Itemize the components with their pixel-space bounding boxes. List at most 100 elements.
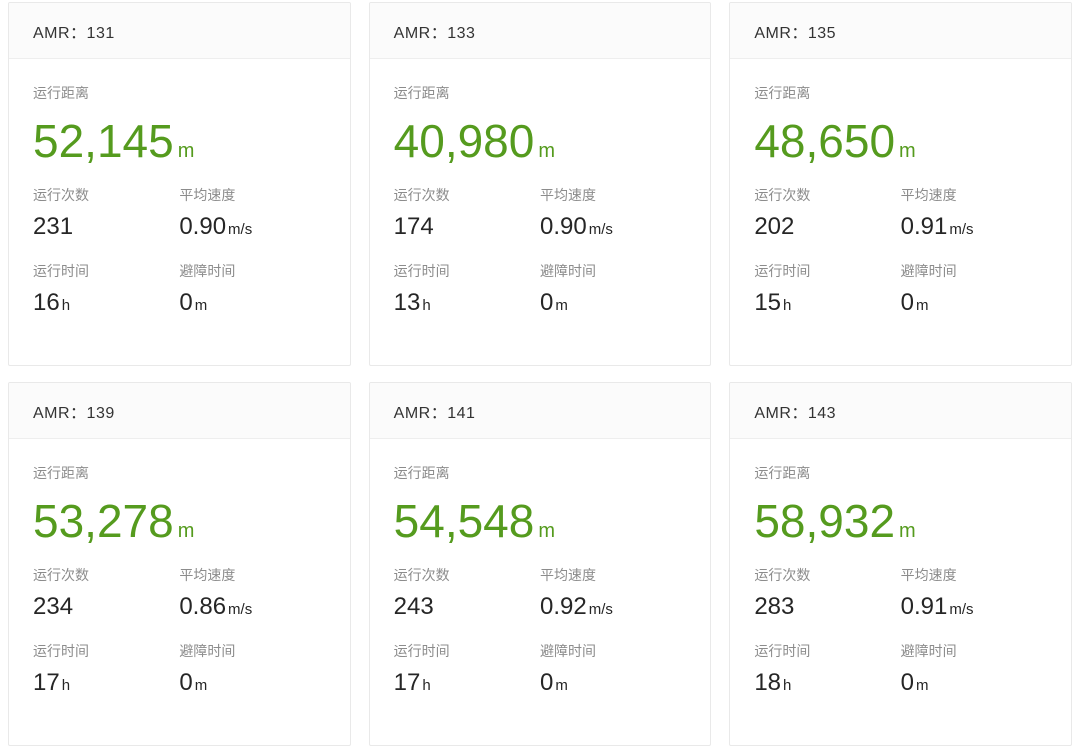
count-speed-row: 运行次数 202 平均速度 0.91 m/s <box>754 185 1047 257</box>
run-time-stat: 运行时间 15 h <box>754 261 900 333</box>
count-speed-row: 运行次数 174 平均速度 0.90 m/s <box>394 185 687 257</box>
avg-speed-value: 0.92 m/s <box>540 593 686 621</box>
count-speed-row: 运行次数 283 平均速度 0.91 m/s <box>754 565 1047 637</box>
avoid-time-unit: m <box>194 297 208 314</box>
distance-unit: m <box>177 140 195 162</box>
count-value: 231 <box>33 213 179 241</box>
count-stat: 运行次数 202 <box>754 185 900 257</box>
count-stat: 运行次数 231 <box>33 185 179 257</box>
avg-speed-number: 0.91 <box>900 213 948 240</box>
avg-speed-number: 0.86 <box>179 593 227 620</box>
run-time-label: 运行时间 <box>754 263 811 279</box>
avoid-time-number: 0 <box>179 289 193 316</box>
avoid-time-unit: m <box>194 677 208 694</box>
run-time-value: 18 h <box>754 669 900 697</box>
avoid-time-number: 0 <box>539 669 554 696</box>
distance-unit: m <box>177 520 195 542</box>
avg-speed-value: 0.86 m/s <box>179 593 325 621</box>
avg-speed-unit: m/s <box>949 601 974 618</box>
distance-stat: 53,278 m <box>33 495 326 547</box>
avoid-time-unit: m <box>916 297 929 314</box>
count-stat: 运行次数 283 <box>754 565 900 637</box>
count-label: 运行次数 <box>393 187 450 203</box>
avoid-time-label: 避障时间 <box>900 643 957 659</box>
count-label: 运行次数 <box>754 567 811 583</box>
count-value: 283 <box>754 593 900 621</box>
count-speed-row: 运行次数 231 平均速度 0.90 m/s <box>33 185 326 257</box>
avoid-time-unit: m <box>916 677 929 694</box>
avoid-time-number: 0 <box>179 669 193 696</box>
run-time-stat: 运行时间 13 h <box>394 261 540 333</box>
avg-speed-stat: 平均速度 0.91 m/s <box>901 565 1047 637</box>
amr-card-title: AMR：135 <box>754 24 837 42</box>
avg-speed-number: 0.92 <box>539 593 587 620</box>
avg-speed-number: 0.90 <box>179 213 227 240</box>
run-time-number: 17 <box>33 669 60 696</box>
avg-speed-value: 0.91 m/s <box>901 593 1047 621</box>
avg-speed-unit: m/s <box>588 601 613 618</box>
avoid-time-unit: m <box>555 297 568 314</box>
run-time-unit: h <box>783 297 792 314</box>
distance-unit: m <box>538 520 556 542</box>
avg-speed-stat: 平均速度 0.86 m/s <box>179 565 325 637</box>
avg-speed-unit: m/s <box>949 221 974 238</box>
avoid-time-number: 0 <box>900 669 915 696</box>
distance-stat: 40,980 m <box>394 115 687 167</box>
amr-card-title: AMR：141 <box>393 404 476 422</box>
distance-value: 53,278 <box>33 495 174 547</box>
avoid-time-unit: m <box>555 677 568 694</box>
distance-value: 52,145 <box>33 115 174 167</box>
run-time-label: 运行时间 <box>33 263 89 279</box>
avg-speed-stat: 平均速度 0.91 m/s <box>901 185 1047 257</box>
distance-value: 40,980 <box>393 115 535 167</box>
avg-speed-stat: 平均速度 0.92 m/s <box>540 565 686 637</box>
count-label: 运行次数 <box>393 567 450 583</box>
avoid-time-number: 0 <box>539 289 554 316</box>
amr-card-body: 运行距离 58,932 m 运行次数 283 平均速度 0.91 m/s <box>730 439 1071 713</box>
avoid-time-label: 避障时间 <box>539 263 596 279</box>
amr-card-header: AMR：141 <box>369 383 711 439</box>
run-time-number: 15 <box>754 289 782 316</box>
run-time-number: 16 <box>33 289 60 316</box>
run-time-value: 13 h <box>394 289 540 317</box>
count-value: 234 <box>33 593 179 621</box>
run-time-number: 13 <box>393 289 421 316</box>
avg-speed-value: 0.90 m/s <box>540 213 686 241</box>
avg-speed-value: 0.91 m/s <box>901 213 1047 241</box>
avg-speed-value: 0.90 m/s <box>179 213 325 241</box>
amr-card-header: AMR：135 <box>730 3 1071 59</box>
avg-speed-label: 平均速度 <box>900 567 957 583</box>
run-time-number: 17 <box>393 669 421 696</box>
count-number: 231 <box>33 213 74 240</box>
avg-speed-number: 0.91 <box>900 593 948 620</box>
avg-speed-number: 0.90 <box>539 213 587 240</box>
count-label: 运行次数 <box>33 567 89 583</box>
run-time-label: 运行时间 <box>393 643 450 659</box>
avg-speed-stat: 平均速度 0.90 m/s <box>540 185 686 257</box>
distance-value: 58,932 <box>754 495 896 547</box>
amr-card-title: AMR：133 <box>393 24 476 42</box>
count-stat: 运行次数 174 <box>394 185 540 257</box>
distance-stat: 52,145 m <box>33 115 326 167</box>
run-time-value: 15 h <box>754 289 900 317</box>
amr-card-header: AMR：143 <box>730 383 1071 439</box>
amr-card-header: AMR：133 <box>369 3 711 59</box>
amr-card-title: AMR：143 <box>754 404 837 422</box>
avoid-time-label: 避障时间 <box>179 643 236 659</box>
count-number: 174 <box>393 213 434 240</box>
avg-speed-unit: m/s <box>228 221 253 238</box>
distance-value: 48,650 <box>754 115 896 167</box>
amr-card-header: AMR：139 <box>9 383 350 439</box>
avg-speed-stat: 平均速度 0.90 m/s <box>179 185 325 257</box>
distance-unit: m <box>899 140 916 162</box>
amr-card: AMR：141 运行距离 54,548 m 运行次数 243 平均速度 0.92 m… <box>368 382 712 746</box>
